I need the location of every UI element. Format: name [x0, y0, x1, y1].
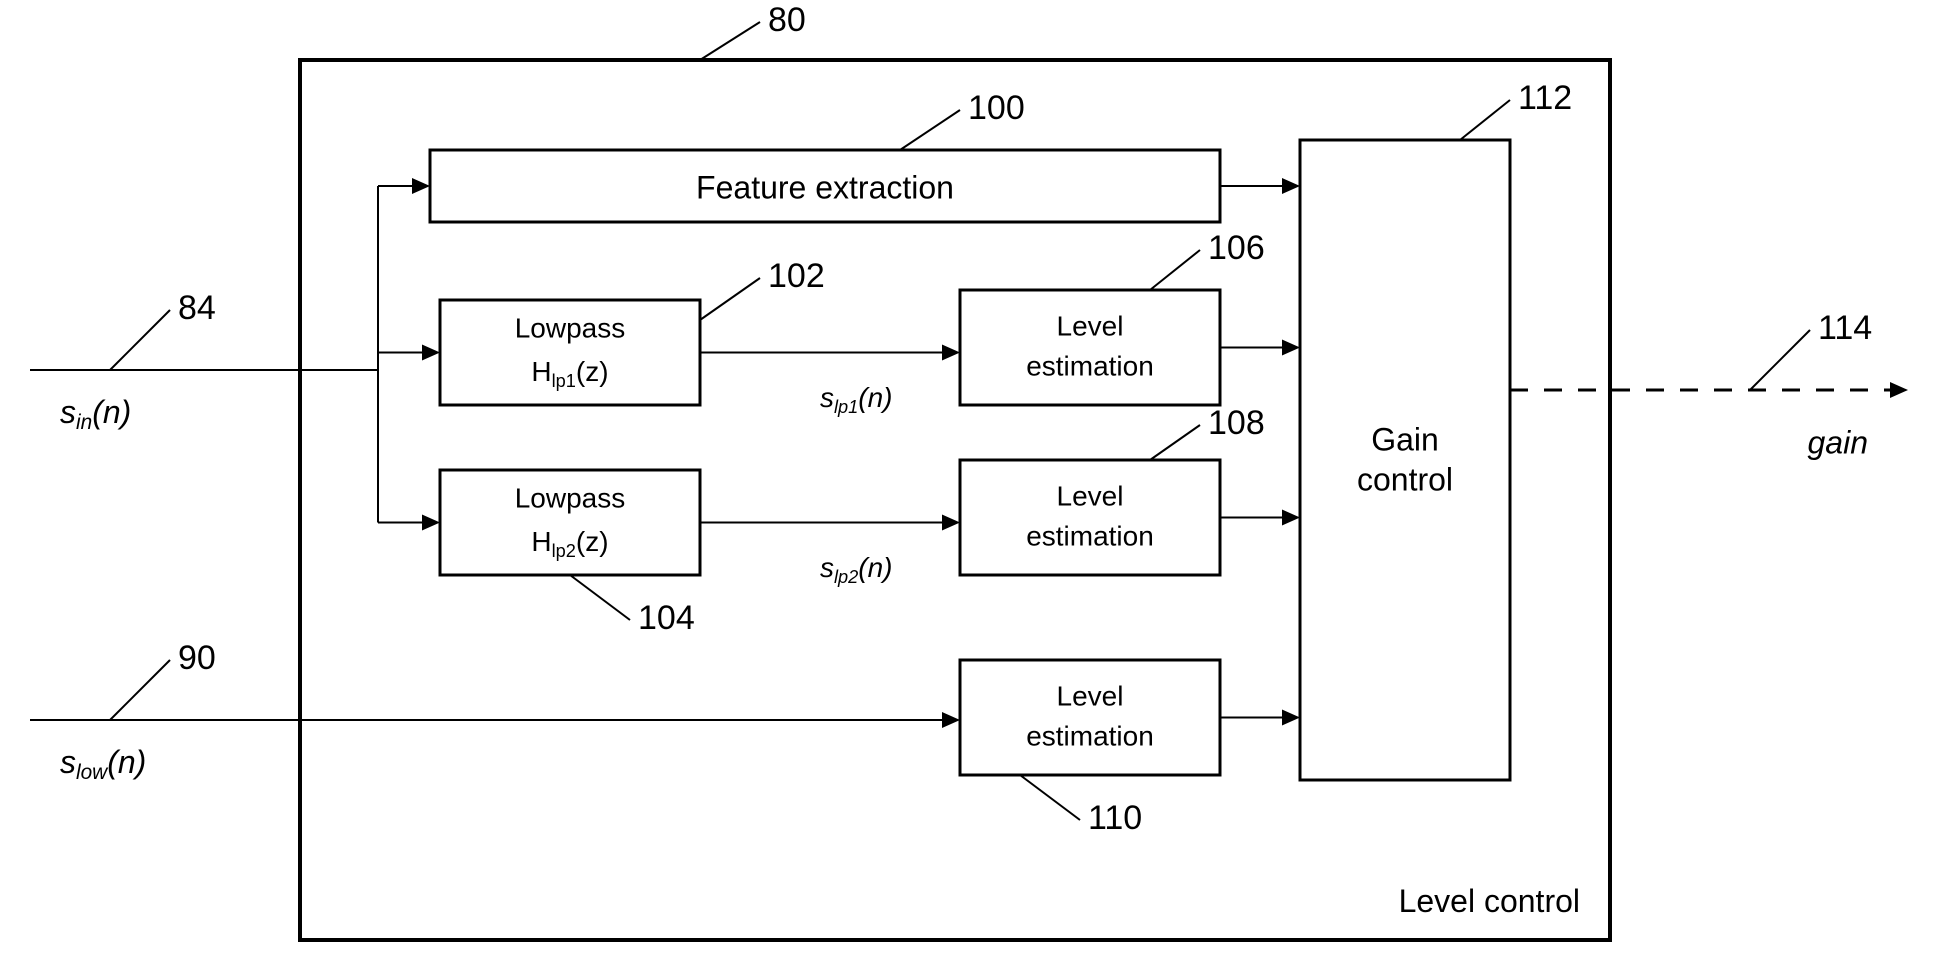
svg-text:108: 108: [1208, 404, 1265, 442]
level1-block: [960, 290, 1220, 405]
svg-text:112: 112: [1518, 79, 1572, 117]
svg-text:Level: Level: [1057, 680, 1124, 711]
level2-block: [960, 460, 1220, 575]
gain-control-block: [1300, 140, 1510, 780]
svg-text:Hlp1(z): Hlp1(z): [531, 356, 608, 390]
svg-text:104: 104: [638, 599, 695, 637]
level-control-container: [300, 60, 1610, 940]
svg-text:102: 102: [768, 257, 825, 295]
svg-text:Level: Level: [1057, 480, 1124, 511]
svg-text:84: 84: [178, 289, 216, 327]
svg-text:Hlp2(z): Hlp2(z): [531, 526, 608, 560]
svg-text:estimation: estimation: [1026, 520, 1154, 551]
svg-text:100: 100: [968, 89, 1025, 127]
svg-text:estimation: estimation: [1026, 350, 1154, 381]
container-label: Level control: [1399, 883, 1580, 919]
svg-text:slp1(n): slp1(n): [820, 382, 893, 416]
feature-extraction-label: Feature extraction: [696, 169, 954, 205]
svg-text:slp2(n): slp2(n): [820, 552, 893, 586]
svg-text:80: 80: [768, 1, 806, 39]
svg-text:Level: Level: [1057, 310, 1124, 341]
output-gain-label: gain: [1808, 424, 1869, 460]
svg-text:114: 114: [1818, 309, 1872, 347]
svg-text:slow(n): slow(n): [60, 744, 146, 783]
svg-text:estimation: estimation: [1026, 720, 1154, 751]
svg-text:Lowpass: Lowpass: [515, 312, 626, 343]
svg-text:Gain: Gain: [1371, 421, 1439, 457]
svg-text:Lowpass: Lowpass: [515, 482, 626, 513]
level3-block: [960, 660, 1220, 775]
svg-text:106: 106: [1208, 229, 1265, 267]
svg-text:control: control: [1357, 461, 1453, 497]
svg-text:90: 90: [178, 639, 216, 677]
svg-text:110: 110: [1088, 799, 1142, 837]
svg-text:sin(n): sin(n): [60, 394, 131, 433]
